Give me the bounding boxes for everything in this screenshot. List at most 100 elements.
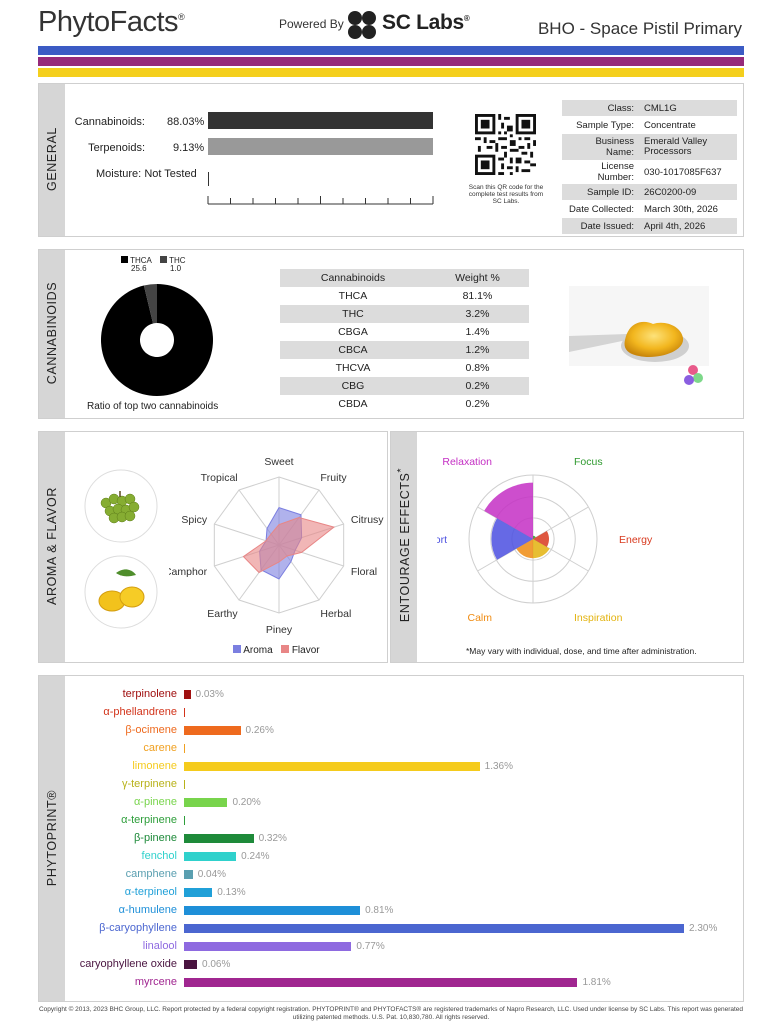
effects-title-text: ENTOURAGE EFFECTS: [398, 472, 413, 623]
info-row: License Number: 030-1017085F637: [562, 161, 737, 183]
info-row: Sample Type: Concentrate: [562, 117, 737, 133]
terpene-name: fenchol: [141, 850, 177, 862]
qr-code-icon[interactable]: [475, 114, 536, 175]
terpene-bar: [184, 744, 185, 753]
terpene-bar: [184, 960, 198, 969]
effects-sidebar: ENTOURAGE EFFECTS*: [391, 432, 417, 662]
concentrate-spoon-image: [569, 286, 709, 385]
grapes-image: [84, 469, 158, 543]
effect-label: Comfort: [437, 534, 447, 546]
cannabinoid-row: THCVA 0.8%: [280, 359, 529, 377]
effect-wedge: [533, 531, 549, 547]
terpenoids-value: 9.13%: [173, 142, 205, 154]
cannabinoid-weight: 3.2%: [425, 305, 529, 323]
phytoprint-title: PHYTOPRINT®: [45, 789, 59, 887]
effects-title: ENTOURAGE EFFECTS*: [395, 467, 413, 623]
terpene-value: 1.36%: [484, 761, 513, 772]
radar-axis-label: Sweet: [264, 456, 293, 468]
info-row: Date Collected: March 30th, 2026: [562, 201, 737, 217]
thc-slice: [143, 284, 157, 324]
effects-spoke: [532, 506, 589, 540]
effect-wedge: [533, 539, 550, 559]
thca-swatch: [121, 256, 128, 263]
effect-wedge: [516, 539, 533, 559]
info-key: Sample Type:: [562, 117, 639, 133]
cannabinoid-name: CBGA: [338, 326, 368, 338]
terpene-name: α-humulene: [118, 904, 177, 916]
thc-legend-name: THC: [169, 256, 186, 265]
cannabinoid-weight: 1.2%: [425, 341, 529, 359]
terpene-name: caryophyllene oxide: [79, 958, 177, 970]
stripe-purple: [38, 57, 744, 66]
phytoprint-sidebar: PHYTOPRINT®: [39, 676, 65, 1001]
cannabinoids-value: 88.03%: [167, 116, 205, 128]
moisture-row: Moisture: Not Tested: [96, 168, 197, 180]
flavor-series: [242, 516, 336, 574]
cannabinoid-table: Cannabinoids Weight % THCA 81.1% THC 3.2% C…: [280, 269, 529, 413]
terpene-value: 0.24%: [241, 851, 270, 862]
terpene-bar: [184, 726, 241, 735]
thca-legend-value: 25.6: [131, 264, 147, 273]
terpene-value: 0.13%: [217, 887, 246, 898]
terpene-value: 0.04%: [197, 869, 227, 880]
radar-axis-label: Piney: [266, 624, 293, 636]
terpene-value: 2.30%: [689, 923, 718, 934]
radar-axis-label: Fruity: [320, 472, 347, 484]
col-header-name: Cannabinoids: [280, 269, 426, 287]
radar-axis-label: Floral: [351, 566, 377, 578]
terpene-bar: [184, 942, 352, 951]
sc-labs-logo-icon: [348, 11, 376, 39]
terpene-value: 1.81%: [582, 977, 611, 988]
axis-divider: [208, 172, 209, 186]
aroma-legend-label: Aroma: [243, 645, 273, 656]
cannabinoids-bar: [208, 112, 433, 129]
cannabinoid-weight: 0.2%: [425, 377, 529, 395]
terpene-bar: [184, 888, 213, 897]
terpene-name: β-caryophyllene: [99, 922, 177, 934]
effect-label: Relaxation: [442, 456, 492, 468]
stripe-yellow: [38, 68, 744, 77]
info-value: CML1G: [639, 100, 737, 116]
entourage-effects-panel: ENTOURAGE EFFECTS* Relaxation Focus Energy…: [390, 431, 744, 663]
general-sidebar: GENERAL: [39, 84, 65, 236]
thca-legend-name: THCA: [130, 256, 152, 265]
scale-axis: [207, 196, 434, 205]
thc-legend-value: 1.0: [170, 264, 182, 273]
terpene-bar: [184, 834, 254, 843]
thc-swatch: [160, 256, 167, 263]
cannabinoids-label: Cannabinoids:: [74, 116, 145, 128]
effect-label: Focus: [574, 456, 603, 468]
effects-note: *May vary with individual, dose, and tim…: [466, 646, 697, 656]
terpene-name: carene: [143, 742, 177, 754]
cannabinoid-row: THC 3.2%: [280, 305, 529, 323]
terpene-value: 0.03%: [195, 689, 224, 700]
thca-legend: THCA 25.6: [121, 256, 152, 273]
terpene-bar: [184, 780, 185, 789]
info-row: Class: CML1G: [562, 100, 737, 116]
cannabinoid-name: THCVA: [335, 362, 371, 374]
effect-wedge: [491, 518, 533, 560]
terpene-name: camphene: [125, 868, 177, 880]
aroma-title: AROMA & FLAVOR: [45, 487, 59, 605]
cannabinoid-row: CBGA 1.4%: [280, 323, 529, 341]
info-key: Class:: [562, 100, 639, 116]
cannabinoid-row: CBG 0.2%: [280, 377, 529, 395]
cannabinoid-row: CBCA 1.2%: [280, 341, 529, 359]
registered-mark: ®: [178, 12, 185, 22]
qr-caption: Scan this QR code for the complete test …: [468, 184, 544, 205]
info-key: Business Name:: [562, 134, 639, 160]
info-value: Concentrate: [639, 117, 737, 133]
effect-label: Energy: [619, 534, 653, 546]
copyright-footer: Copyright © 2013, 2023 BHC Group, LLC. R…: [38, 1006, 744, 1021]
product-name: BHO - Space Pistil Primary: [537, 19, 742, 38]
effects-spoke: [477, 538, 534, 572]
terpene-bar: [184, 870, 193, 879]
terpene-bar: [184, 852, 237, 861]
info-value: 26C0200-09: [639, 184, 737, 200]
terpenoids-bar: [208, 138, 433, 155]
cannabinoid-row: THCA 81.1%: [280, 287, 529, 305]
effect-label: Inspiration: [574, 612, 623, 624]
thca-slice: [100, 284, 213, 396]
effects-spoke: [532, 538, 589, 572]
flavor-swatch: [281, 645, 290, 653]
